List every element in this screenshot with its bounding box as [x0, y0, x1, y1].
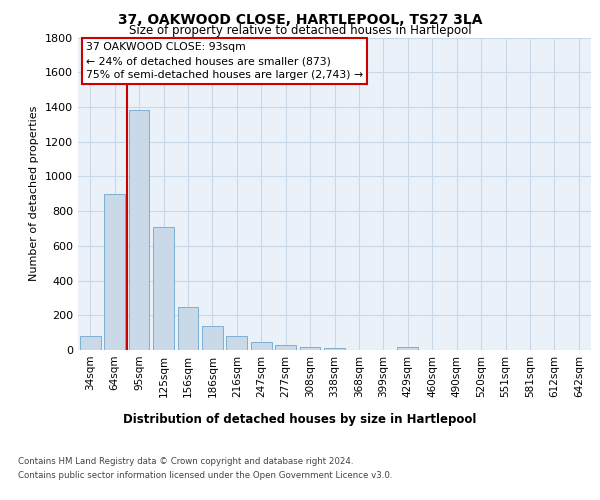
Text: Contains public sector information licensed under the Open Government Licence v3: Contains public sector information licen… [18, 471, 392, 480]
Bar [324, 348, 345, 350]
Text: Distribution of detached houses by size in Hartlepool: Distribution of detached houses by size … [124, 412, 476, 426]
Y-axis label: Number of detached properties: Number of detached properties [29, 106, 40, 282]
Bar [226, 336, 247, 350]
Text: Contains HM Land Registry data © Crown copyright and database right 2024.: Contains HM Land Registry data © Crown c… [18, 458, 353, 466]
Bar [128, 110, 149, 350]
Bar [251, 342, 272, 350]
Bar [80, 336, 101, 350]
Text: 37 OAKWOOD CLOSE: 93sqm
← 24% of detached houses are smaller (873)
75% of semi-d: 37 OAKWOOD CLOSE: 93sqm ← 24% of detache… [86, 42, 363, 80]
Bar [275, 345, 296, 350]
Bar [299, 347, 320, 350]
Bar [202, 326, 223, 350]
Bar [397, 347, 418, 350]
Text: 37, OAKWOOD CLOSE, HARTLEPOOL, TS27 3LA: 37, OAKWOOD CLOSE, HARTLEPOOL, TS27 3LA [118, 12, 482, 26]
Bar [178, 308, 199, 350]
Bar [153, 226, 174, 350]
Bar [104, 194, 125, 350]
Text: Size of property relative to detached houses in Hartlepool: Size of property relative to detached ho… [128, 24, 472, 37]
